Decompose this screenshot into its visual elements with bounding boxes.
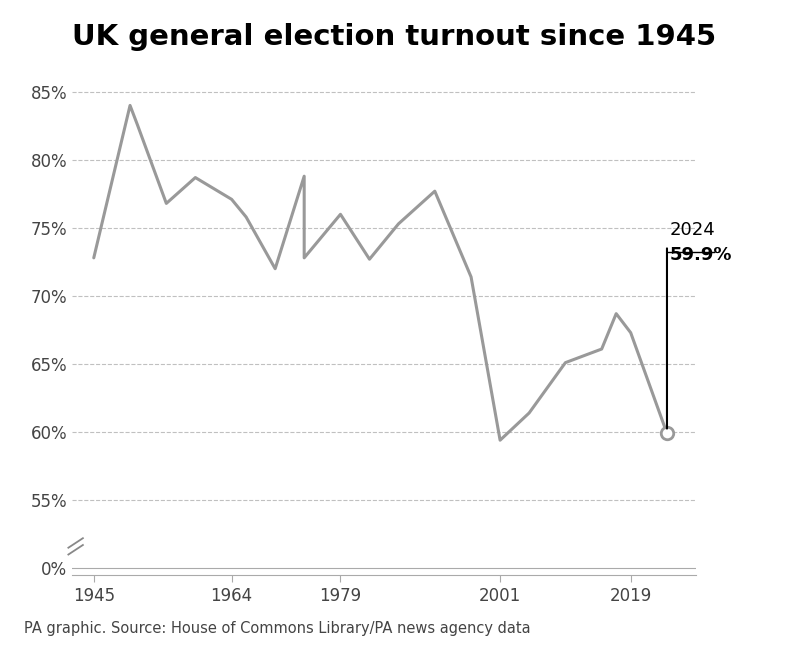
Text: 2024: 2024 — [669, 222, 715, 240]
Text: UK general election turnout since 1945: UK general election turnout since 1945 — [72, 23, 716, 51]
Text: 59.9%: 59.9% — [669, 245, 732, 264]
Bar — [72, 502, 696, 554]
Text: PA graphic. Source: House of Commons Library/PA news agency data: PA graphic. Source: House of Commons Lib… — [24, 621, 530, 636]
